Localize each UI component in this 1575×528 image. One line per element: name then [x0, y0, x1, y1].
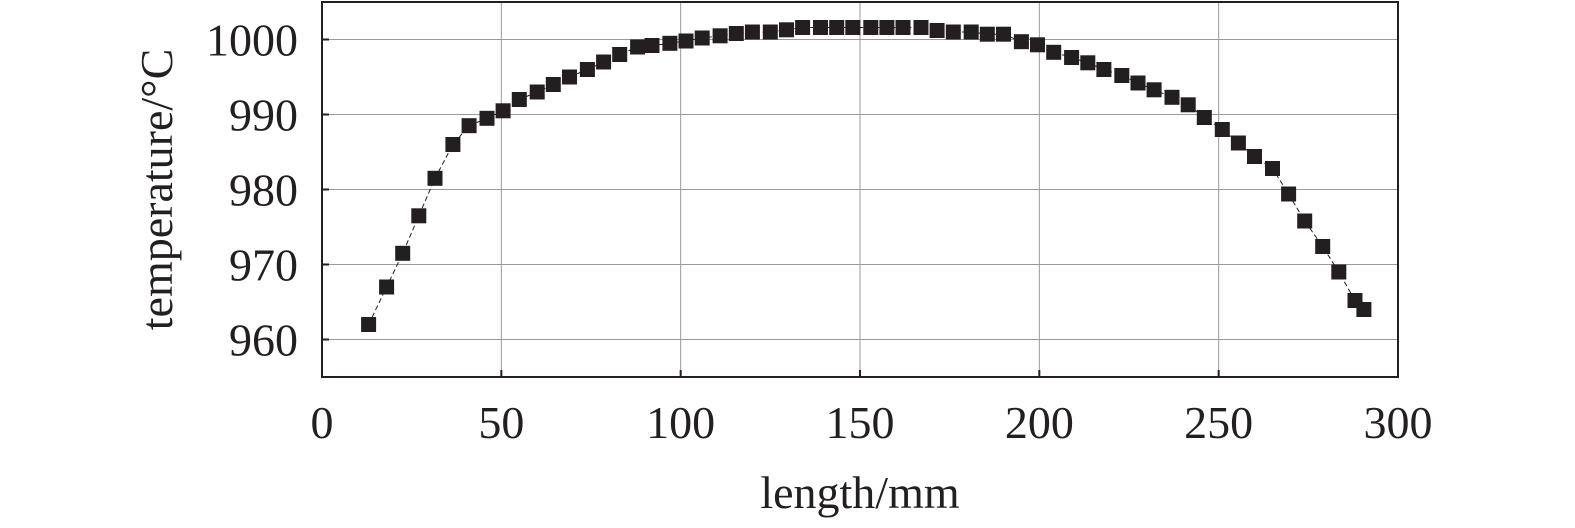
x-tick-label: 250	[1184, 397, 1253, 448]
series-temperature	[361, 20, 1372, 332]
data-point-marker	[795, 20, 811, 35]
data-point-marker	[1164, 89, 1180, 105]
data-point-marker	[662, 35, 678, 51]
data-point-marker	[1247, 149, 1262, 164]
data-point-marker	[879, 20, 895, 35]
data-point-marker	[963, 24, 979, 40]
data-point-marker	[712, 28, 728, 44]
data-point-marker	[1214, 122, 1230, 137]
data-point-marker	[1265, 161, 1280, 176]
y-tick-label: 990	[229, 90, 298, 141]
data-point-marker	[411, 208, 427, 224]
data-point-marker	[427, 170, 443, 186]
x-axis-title: length/mm	[760, 467, 960, 518]
data-point-marker	[1030, 37, 1045, 53]
data-point-marker	[1180, 97, 1196, 113]
data-point-marker	[996, 26, 1011, 42]
data-point-marker	[461, 118, 477, 134]
x-tick-label: 50	[478, 397, 524, 448]
grid-lines	[322, 2, 1398, 377]
data-point-marker	[744, 24, 760, 40]
data-point-marker	[1230, 135, 1246, 151]
x-tick-label: 300	[1364, 397, 1433, 448]
data-point-marker	[511, 92, 527, 107]
data-point-marker	[1297, 213, 1313, 229]
data-point-marker	[728, 26, 744, 41]
series-connector-line	[368, 27, 1365, 325]
data-point-marker	[579, 62, 595, 77]
data-point-marker	[630, 39, 646, 55]
data-point-marker	[913, 20, 929, 35]
data-point-marker	[545, 77, 561, 92]
data-point-marker	[845, 20, 861, 35]
data-point-marker	[529, 84, 545, 100]
y-tick-label: 960	[229, 315, 298, 366]
x-tick-label: 0	[311, 397, 334, 448]
data-point-marker	[945, 24, 961, 40]
data-point-marker	[1080, 55, 1096, 71]
data-point-marker	[1356, 302, 1372, 317]
data-point-marker	[678, 33, 694, 49]
data-point-marker	[1315, 239, 1331, 254]
data-point-marker	[1046, 44, 1062, 60]
data-point-marker	[929, 23, 945, 38]
data-point-marker	[495, 103, 511, 119]
data-point-marker	[829, 20, 845, 35]
y-tick-label: 980	[229, 165, 298, 216]
data-point-marker	[1064, 50, 1080, 65]
data-point-marker	[562, 69, 577, 85]
data-point-marker	[596, 54, 612, 70]
y-tick-label: 1000	[206, 15, 298, 66]
data-point-marker	[762, 24, 778, 40]
data-point-marker	[1196, 110, 1212, 125]
data-point-marker	[1114, 68, 1130, 83]
data-point-marker	[1096, 62, 1112, 77]
data-point-marker	[644, 38, 660, 53]
data-point-marker	[779, 22, 794, 38]
data-point-marker	[1013, 34, 1029, 50]
x-axis-ticks: 0 50 100 150 200 250 300	[311, 370, 1433, 448]
data-point-marker	[1146, 82, 1162, 98]
data-point-marker	[1130, 75, 1146, 91]
data-point-marker	[813, 20, 828, 35]
y-axis-title: temperature/°C	[131, 49, 182, 331]
data-point-marker	[1281, 186, 1297, 202]
data-point-marker	[361, 317, 377, 332]
data-point-marker	[612, 47, 628, 62]
data-point-marker	[895, 20, 911, 35]
data-point-marker	[479, 110, 495, 126]
data-point-marker	[395, 245, 411, 261]
data-point-marker	[694, 30, 710, 46]
y-axis-ticks: 960 970 980 990 1000	[206, 15, 329, 366]
data-point-marker	[445, 137, 461, 152]
x-tick-label: 150	[826, 397, 895, 448]
x-tick-label: 100	[646, 397, 715, 448]
x-tick-label: 200	[1005, 397, 1074, 448]
data-point-marker	[379, 279, 395, 295]
data-point-marker	[979, 26, 995, 42]
data-point-marker	[863, 20, 879, 35]
data-point-marker	[1331, 264, 1347, 280]
y-tick-label: 970	[229, 240, 298, 291]
